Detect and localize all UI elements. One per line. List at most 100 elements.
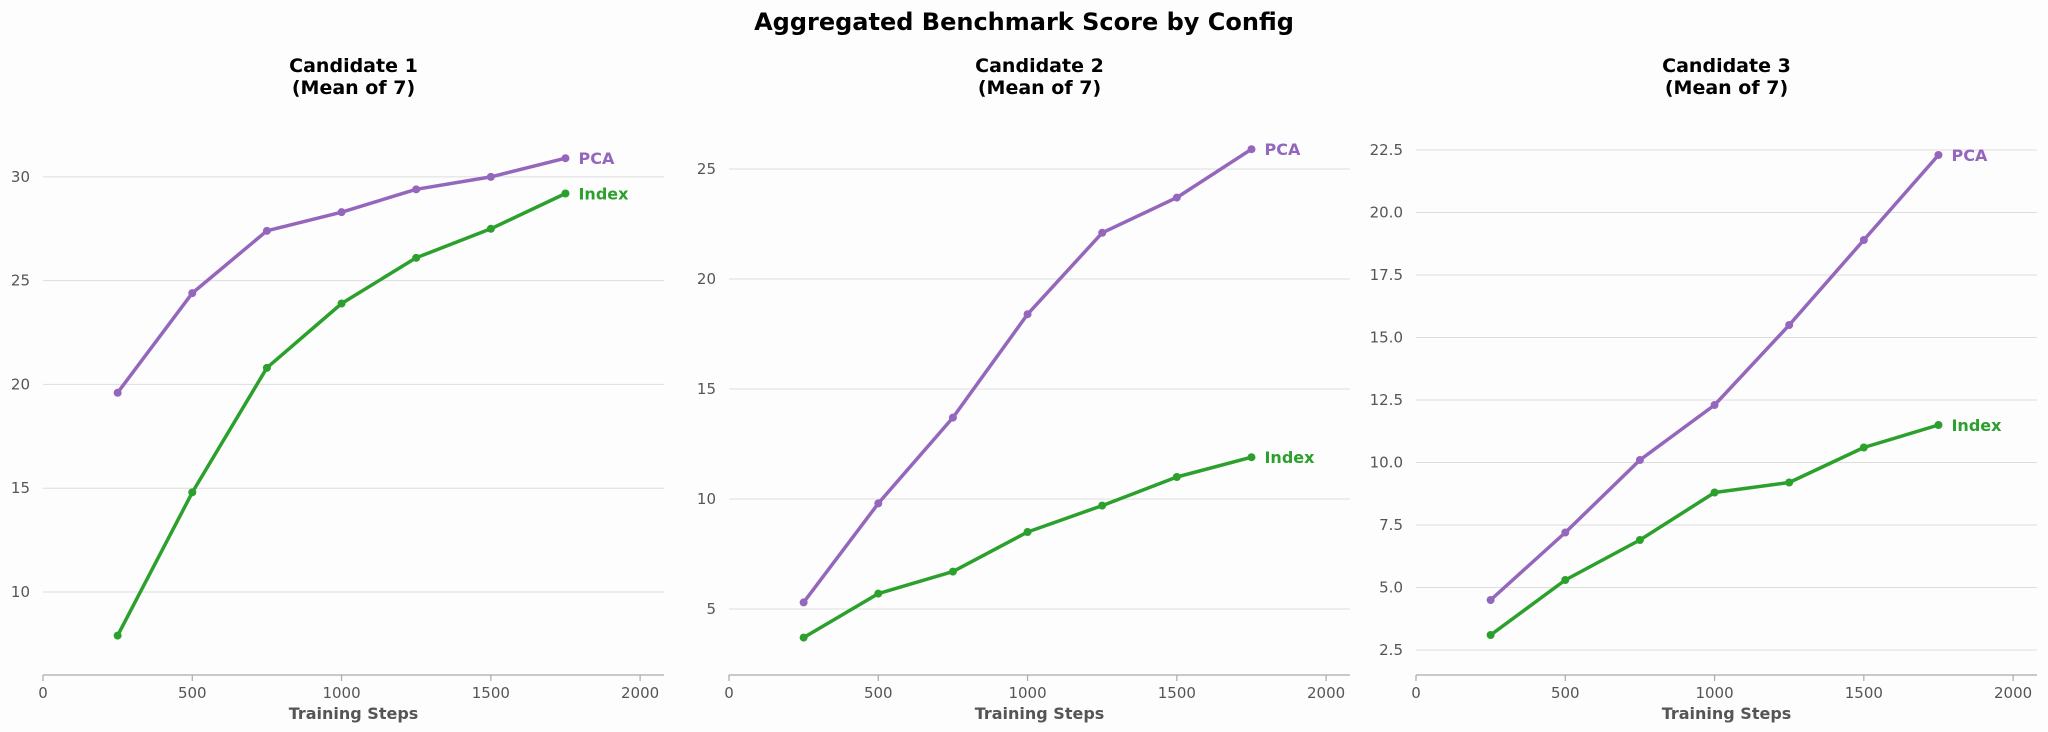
- y-tick-label: 17.5: [1370, 266, 1403, 284]
- series-line-index: [115, 191, 568, 638]
- series-line-pca: [115, 156, 568, 395]
- data-point-pca: [948, 413, 957, 422]
- y-tick-label: 12.5: [1370, 391, 1403, 409]
- data-point-pca: [1934, 151, 1943, 159]
- x-tick-label: 500: [178, 684, 207, 702]
- x-tick-label: 1000: [1008, 684, 1046, 702]
- y-tick-label: 5.0: [1379, 579, 1403, 597]
- y-tick-label: 20.0: [1370, 204, 1403, 222]
- series-label-index: Index: [1951, 416, 2002, 435]
- series-label-pca: PCA: [1951, 146, 1987, 165]
- x-tick-label: 2000: [621, 684, 659, 702]
- y-tick-label: 22.5: [1370, 141, 1403, 159]
- series-label-index: Index: [1264, 448, 1315, 467]
- data-point-pca: [874, 499, 883, 508]
- x-tick-label: 0: [1411, 684, 1421, 702]
- panel-3: Candidate 3(Mean of 7) 2.5 5.0 7.5 10.0 12.5 1…: [1370, 55, 2037, 723]
- y-tick-label: 15: [697, 380, 716, 398]
- y-tick-label: 20: [11, 375, 30, 393]
- data-point-pca: [1023, 310, 1032, 319]
- data-point-index: [188, 488, 197, 497]
- y-tick-label: 5: [706, 600, 716, 618]
- panel-title-line: (Mean of 7): [978, 77, 1101, 99]
- data-point-pca: [1635, 456, 1644, 464]
- panel-2: Candidate 2(Mean of 7) 5 10 15 20 25 0 500 1000 1…: [697, 55, 1350, 723]
- x-axis-label: Training Steps: [1662, 704, 1792, 723]
- data-point-index: [1785, 478, 1794, 487]
- chart-title: Aggregated Benchmark Score by Config: [754, 8, 1294, 36]
- data-point-index: [948, 567, 957, 576]
- data-point-index: [1023, 528, 1032, 536]
- data-point-index: [1486, 631, 1495, 639]
- data-point-index: [874, 589, 883, 598]
- data-point-index: [1859, 443, 1868, 452]
- panel-title-line: Candidate 1: [289, 55, 418, 77]
- series-line-index: [1488, 423, 1941, 637]
- panel-title-line: Candidate 2: [975, 55, 1104, 77]
- data-point-index: [262, 363, 271, 372]
- x-tick-label: 500: [864, 684, 893, 702]
- data-point-pca: [1710, 401, 1719, 409]
- y-tick-label: 10: [697, 490, 716, 508]
- panel-1: Candidate 1(Mean of 7) 10 15 20 25 30 0 500 1000…: [11, 55, 664, 723]
- data-point-pca: [1561, 528, 1570, 537]
- y-tick-label: 20: [697, 270, 716, 288]
- x-axis-label: Training Steps: [975, 704, 1105, 723]
- y-tick-label: 10: [11, 583, 30, 601]
- panel-title-line: (Mean of 7): [1665, 77, 1788, 99]
- data-point-index: [799, 633, 808, 642]
- x-axis-label: Training Steps: [289, 704, 419, 723]
- data-point-index: [337, 299, 346, 308]
- y-tick-label: 15: [11, 479, 30, 497]
- y-tick-label: 10.0: [1370, 454, 1403, 472]
- data-point-index: [1247, 453, 1256, 462]
- data-point-index: [486, 224, 495, 233]
- data-point-pca: [1859, 236, 1868, 244]
- data-point-pca: [1098, 228, 1107, 237]
- x-tick-label: 1500: [472, 684, 510, 702]
- y-tick-label: 25: [11, 272, 30, 290]
- data-point-index: [1561, 576, 1570, 584]
- x-tick-label: 500: [1551, 684, 1580, 702]
- x-tick-label: 1000: [1695, 684, 1733, 702]
- data-point-index: [561, 189, 570, 198]
- x-tick-label: 0: [38, 684, 48, 702]
- data-point-pca: [1785, 321, 1794, 329]
- y-tick-label: 2.5: [1379, 641, 1403, 659]
- data-point-index: [412, 253, 421, 262]
- series-line-pca: [1488, 153, 1941, 602]
- data-point-index: [1172, 473, 1181, 481]
- series-label-pca: PCA: [1264, 140, 1300, 159]
- x-tick-label: 2000: [1307, 684, 1345, 702]
- x-tick-label: 1000: [322, 684, 360, 702]
- y-tick-label: 30: [11, 168, 30, 186]
- data-point-pca: [262, 226, 271, 235]
- data-point-index: [1710, 488, 1719, 497]
- panel-title-line: (Mean of 7): [292, 77, 415, 99]
- y-tick-label: 15.0: [1370, 329, 1403, 347]
- data-point-index: [1635, 536, 1644, 544]
- data-point-pca: [113, 388, 122, 397]
- x-tick-label: 1500: [1845, 684, 1883, 702]
- data-point-index: [113, 631, 122, 640]
- data-point-index: [1934, 421, 1943, 429]
- series-label-index: Index: [578, 184, 629, 203]
- data-point-pca: [188, 289, 197, 298]
- y-tick-label: 25: [697, 160, 716, 178]
- data-point-pca: [1247, 145, 1256, 154]
- data-point-pca: [412, 185, 421, 194]
- data-point-pca: [561, 154, 570, 163]
- data-point-pca: [799, 598, 808, 607]
- series-line-index: [801, 455, 1254, 640]
- y-tick-label: 7.5: [1379, 516, 1403, 534]
- data-point-pca: [337, 208, 346, 217]
- series-label-pca: PCA: [578, 149, 614, 168]
- x-tick-label: 0: [724, 684, 734, 702]
- data-point-pca: [486, 172, 495, 181]
- data-point-index: [1098, 501, 1107, 510]
- panel-title-line: Candidate 3: [1662, 55, 1791, 77]
- x-tick-label: 1500: [1158, 684, 1196, 702]
- data-point-pca: [1172, 193, 1181, 202]
